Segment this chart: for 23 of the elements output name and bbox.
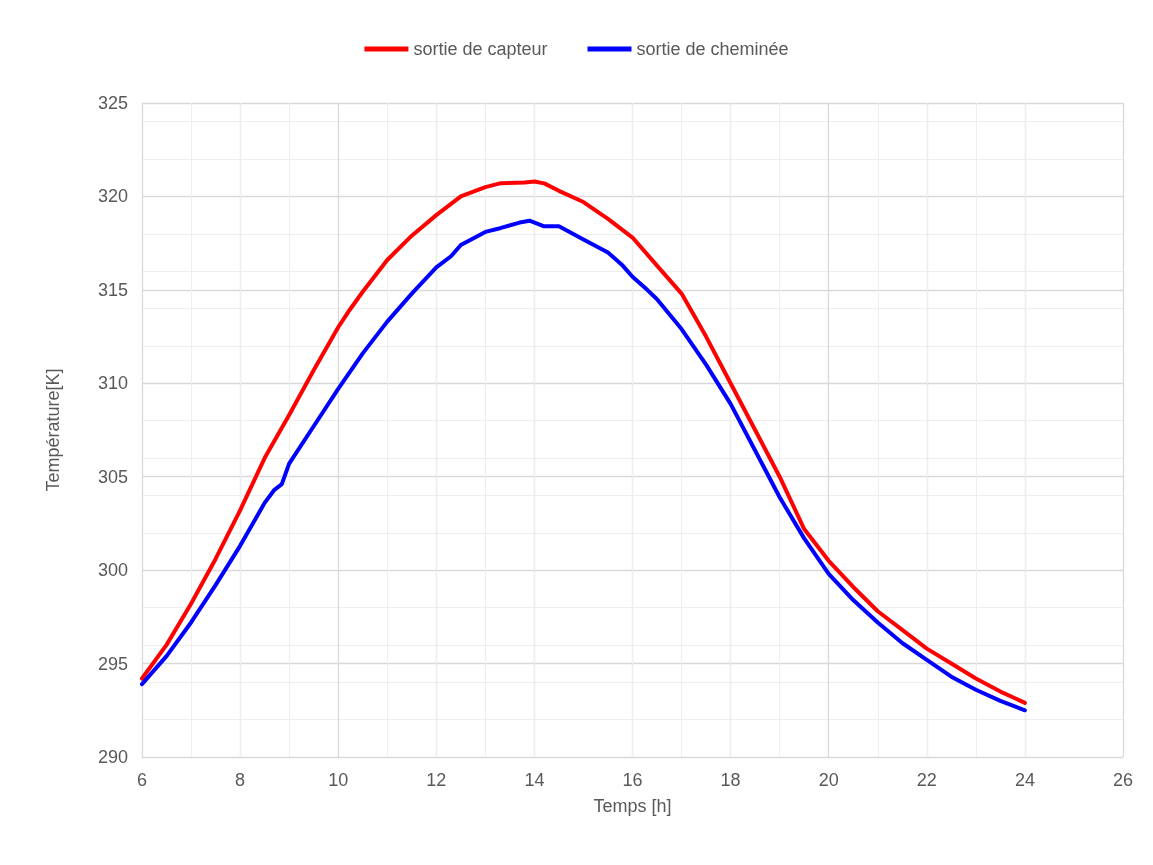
y-tick-label: 300 xyxy=(97,560,128,581)
y-tick-label: 310 xyxy=(97,373,128,394)
x-tick-label: 20 xyxy=(818,770,839,790)
x-tick-label: 18 xyxy=(720,770,741,790)
x-tick-label: 14 xyxy=(524,770,545,790)
y-tick-label: 305 xyxy=(97,466,128,487)
legend-label: sortie de cheminée xyxy=(636,39,789,59)
y-tick-label: 325 xyxy=(97,93,128,113)
y-tick-label: 320 xyxy=(97,186,128,207)
y-axis-title: Température[K] xyxy=(43,368,63,492)
x-tick-label: 12 xyxy=(426,770,447,790)
y-tick-label: 295 xyxy=(97,653,128,674)
x-tick-label: 6 xyxy=(136,770,148,790)
x-tick-label: 10 xyxy=(328,770,349,790)
x-tick-label: 22 xyxy=(916,770,937,790)
y-tick-label: 315 xyxy=(97,279,128,300)
x-tick-label: 26 xyxy=(1112,770,1134,790)
x-tick-label: 16 xyxy=(622,770,643,790)
y-tick-label: 290 xyxy=(97,747,128,767)
legend-label: sortie de capteur xyxy=(413,39,548,59)
x-axis-title: Temps [h] xyxy=(593,796,672,816)
x-tick-label: 8 xyxy=(235,770,246,790)
x-tick-label: 24 xyxy=(1014,770,1035,790)
